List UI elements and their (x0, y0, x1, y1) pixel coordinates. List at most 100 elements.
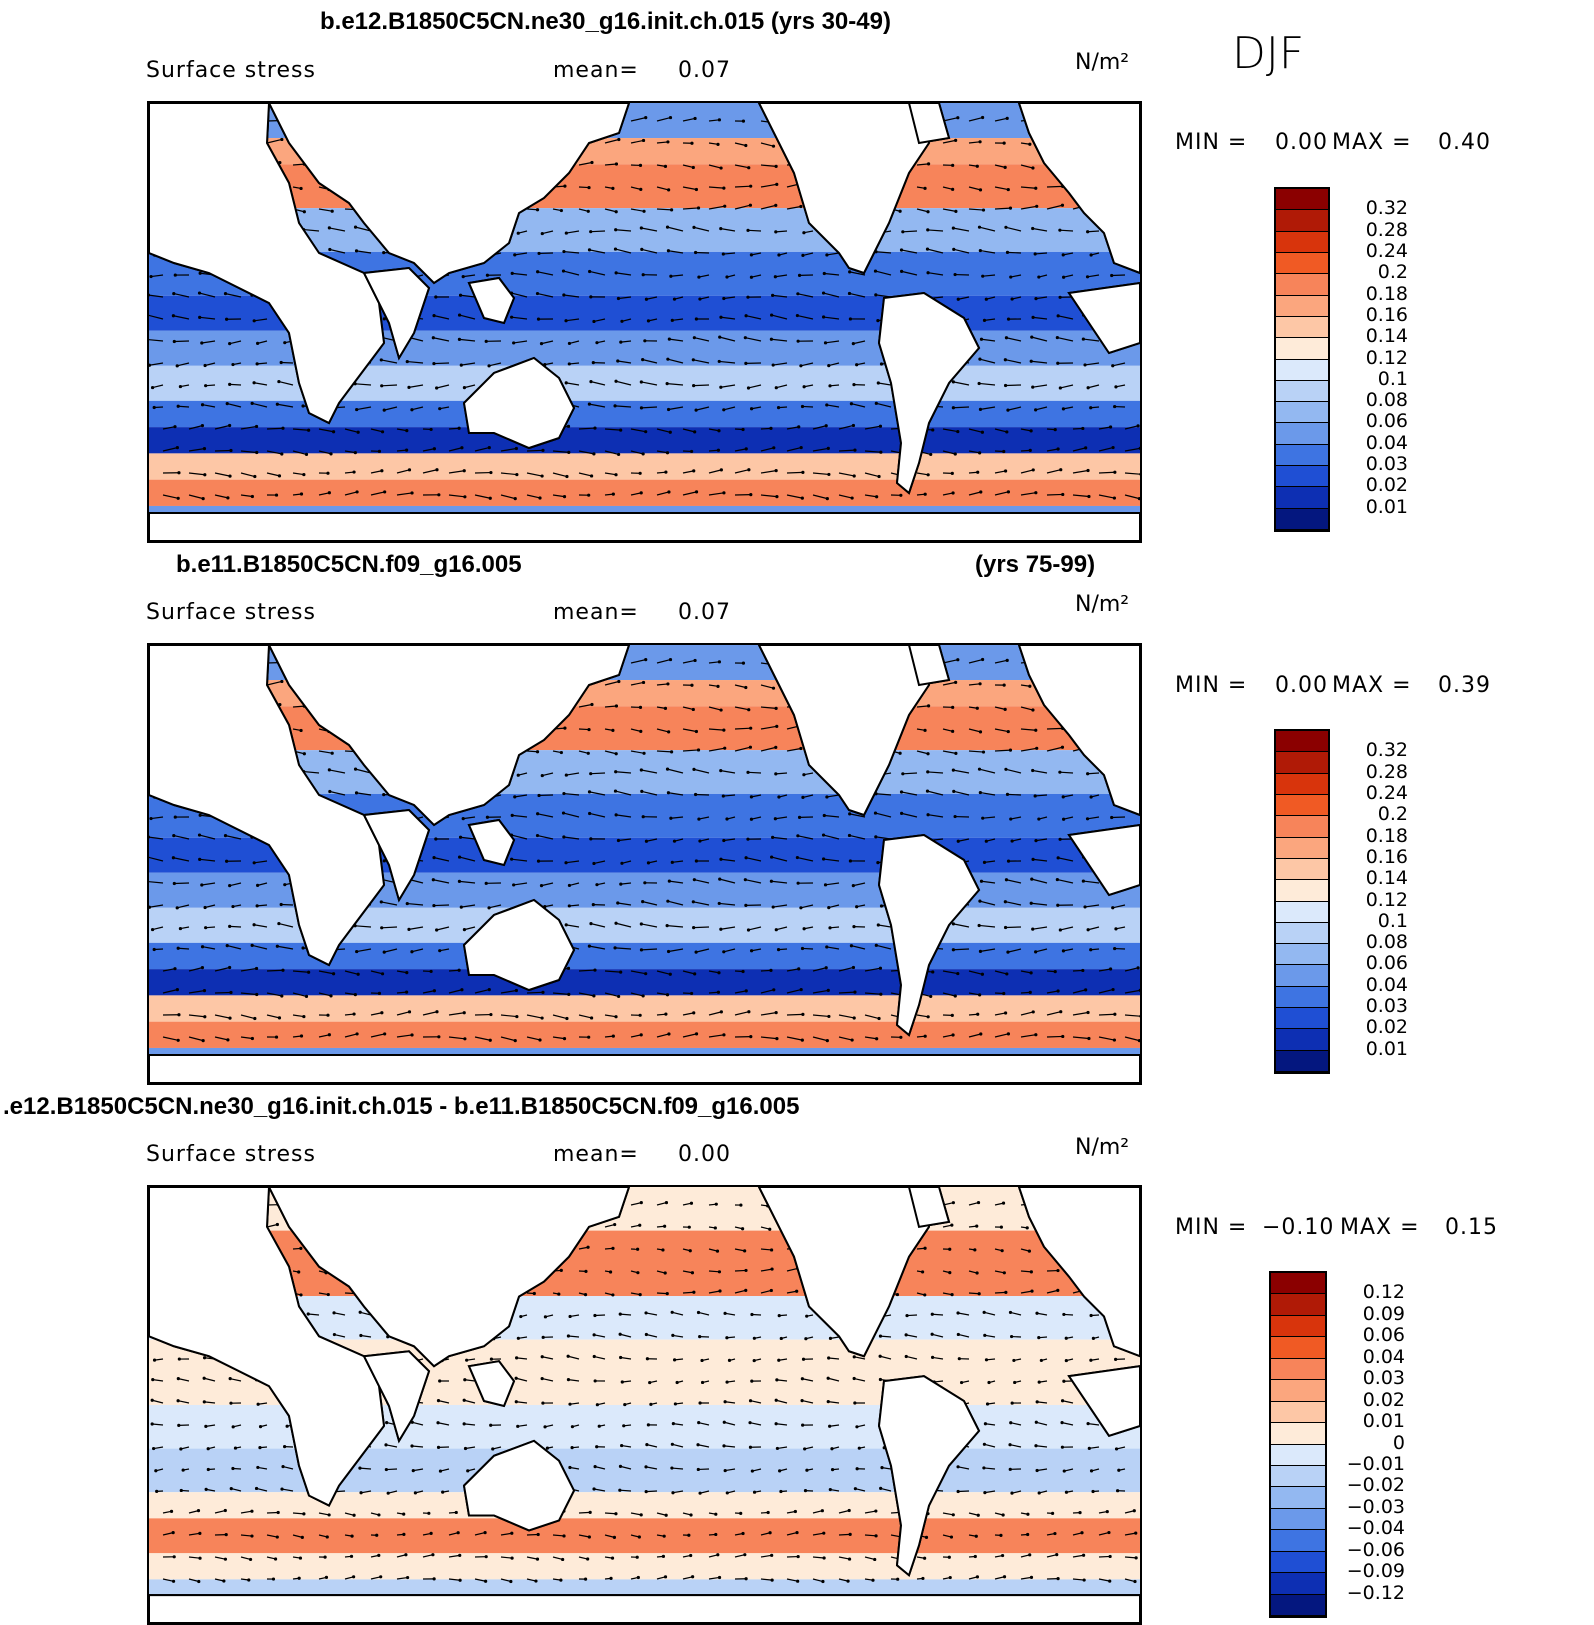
stress-arrow (412, 1421, 424, 1426)
stress-arrowhead (1056, 989, 1060, 993)
stress-arrow (720, 384, 736, 388)
stress-arrow (668, 406, 684, 411)
stress-arrowhead (1060, 1445, 1065, 1449)
stress-arrowhead (874, 1534, 878, 1538)
stress-arrowhead (587, 1535, 591, 1539)
panel1-colorbar-tick: 0.06 (1365, 410, 1408, 433)
stress-arrow (968, 683, 981, 686)
stress-arrowhead (999, 1225, 1003, 1229)
stress-arrowhead (279, 360, 283, 365)
stress-arrow (786, 1036, 803, 1041)
stress-arrow (1098, 1036, 1115, 1041)
stress-arrowhead (698, 1335, 702, 1339)
stress-arrowhead (822, 1556, 826, 1560)
stress-arrowhead (197, 833, 202, 837)
panel1-colorbar-tick: 0.24 (1365, 239, 1408, 262)
stress-arrowhead (851, 965, 856, 970)
stress-arrowhead (457, 855, 462, 859)
coastline (267, 645, 631, 827)
stress-arrow (437, 1422, 450, 1426)
stress-arrowhead (410, 1444, 414, 1448)
stress-arrow (1063, 816, 1074, 820)
stress-arrow (1083, 880, 1100, 884)
stress-arrowhead (404, 990, 409, 994)
stress-arrow (708, 186, 724, 189)
stress-arrow (459, 338, 476, 342)
panel2-max-label: MAX = (1332, 673, 1412, 698)
stress-arrow (604, 970, 621, 973)
stress-arrow (1031, 360, 1048, 364)
field-band (149, 479, 1140, 506)
stress-arrowhead (1060, 1399, 1065, 1403)
stress-arrow (385, 1444, 398, 1448)
stress-arrow (942, 750, 957, 754)
stress-arrowhead (981, 816, 985, 820)
stress-arrowhead (377, 1553, 381, 1557)
panel1-colorbar-swatch (1276, 423, 1328, 445)
stress-arrowhead (224, 1533, 228, 1537)
stress-arrowhead (1138, 446, 1140, 450)
stress-arrow (1124, 447, 1140, 452)
panel2-colorbar-tick: 0.06 (1365, 952, 1408, 975)
stress-arrowhead (438, 1379, 442, 1383)
stress-arrowhead (664, 470, 668, 474)
stress-arrowhead (1107, 1530, 1111, 1535)
stress-arrow (1020, 1290, 1033, 1294)
stress-arrow (1046, 1554, 1057, 1558)
stress-arrowhead (618, 1488, 622, 1492)
stress-arrow (370, 491, 385, 496)
stress-arrow (278, 380, 294, 386)
stress-arrowhead (567, 883, 572, 888)
stress-arrowhead (853, 1487, 857, 1491)
stress-arrowhead (976, 1012, 980, 1016)
stress-arrowhead (739, 1511, 743, 1515)
stress-arrow (667, 925, 684, 928)
stress-arrow (537, 292, 554, 298)
stress-arrow (641, 248, 658, 254)
stress-arrow (981, 338, 996, 342)
stress-arrowhead (1004, 767, 1008, 771)
stress-arrowhead (1034, 950, 1038, 954)
stress-arrow (281, 361, 294, 364)
stress-arrow (318, 1512, 330, 1516)
stress-arrow (875, 270, 892, 276)
stress-arrow (906, 1355, 918, 1360)
stress-arrowhead (723, 1400, 727, 1404)
stress-arrow (994, 1012, 1006, 1016)
stress-arrowhead (591, 903, 595, 907)
stress-arrow (500, 494, 516, 500)
stress-arrowhead (982, 1310, 986, 1314)
stress-arrow (1046, 448, 1059, 452)
stress-arrowhead (177, 1423, 181, 1427)
stress-arrow (802, 405, 814, 408)
field-band (149, 1492, 1140, 1519)
stress-arrowhead (769, 337, 774, 341)
stress-arrowhead (462, 1422, 466, 1426)
stress-arrowhead (359, 1491, 363, 1495)
stress-arrow (173, 293, 190, 298)
stress-arrow (1046, 746, 1063, 752)
stress-arrowhead (427, 1511, 431, 1515)
stress-arrowhead (358, 1310, 362, 1314)
stress-arrowhead (668, 430, 672, 434)
stress-arrowhead (749, 726, 753, 730)
stress-arrow (723, 296, 736, 300)
stress-arrow (360, 1334, 372, 1338)
stress-arrowhead (255, 992, 259, 997)
stress-arrowhead (1013, 1380, 1017, 1385)
stress-arrowhead (696, 206, 701, 210)
stress-arrowhead (1009, 817, 1013, 821)
stress-arrowhead (896, 1577, 900, 1581)
stress-arrow (695, 406, 710, 411)
stress-arrowhead (644, 1311, 648, 1315)
stress-arrow (670, 274, 684, 277)
stress-arrow (329, 790, 346, 796)
stress-arrowhead (1137, 1039, 1140, 1043)
stress-arrowhead (564, 773, 568, 777)
stress-arrow (994, 1033, 1009, 1038)
stress-arrow (734, 185, 751, 188)
stress-arrowhead (431, 336, 435, 340)
stress-arrowhead (463, 1037, 467, 1041)
stress-arrow (864, 1510, 876, 1514)
stress-arrow (411, 1445, 424, 1448)
